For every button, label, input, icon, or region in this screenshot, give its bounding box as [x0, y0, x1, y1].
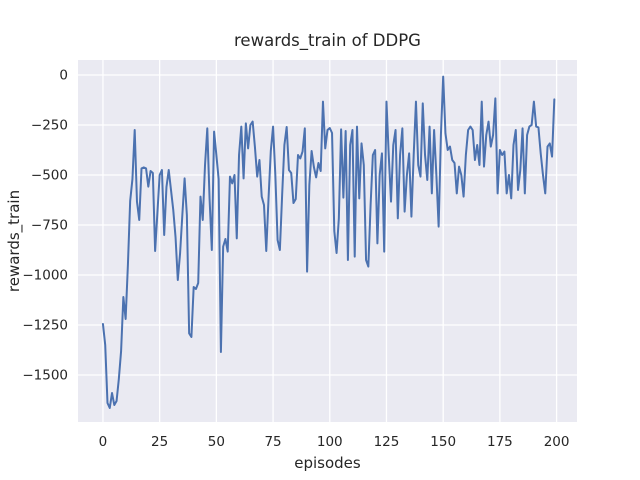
- x-tick-label: 0: [99, 434, 108, 450]
- x-tick-label: 25: [151, 434, 168, 450]
- x-axis-label: episodes: [294, 454, 361, 472]
- plot-area: [78, 60, 577, 422]
- x-tick-label: 125: [374, 434, 400, 450]
- y-tick-label: −250: [31, 118, 68, 134]
- x-tick-label: 150: [430, 434, 456, 450]
- chart-title: rewards_train of DDPG: [234, 31, 421, 51]
- y-tick-label: −1500: [22, 368, 68, 384]
- y-tick-label: −1000: [22, 268, 68, 284]
- x-tick-label: 175: [487, 434, 513, 450]
- x-tick-labels: 0 25 50 75 100 125 150 175 200: [99, 434, 570, 450]
- x-tick-label: 50: [208, 434, 225, 450]
- y-tick-label: −1250: [22, 318, 68, 334]
- x-tick-label: 75: [264, 434, 281, 450]
- y-tick-label: −750: [31, 218, 68, 234]
- x-tick-label: 100: [317, 434, 343, 450]
- y-tick-label: −500: [31, 168, 68, 184]
- reward-line-series: [101, 75, 556, 409]
- x-tick-label: 200: [544, 434, 570, 450]
- y-axis-label: rewards_train: [5, 190, 24, 292]
- y-tick-labels: 0 −250 −500 −750 −1000 −1250 −1500: [22, 68, 68, 384]
- y-tick-label: 0: [59, 68, 68, 84]
